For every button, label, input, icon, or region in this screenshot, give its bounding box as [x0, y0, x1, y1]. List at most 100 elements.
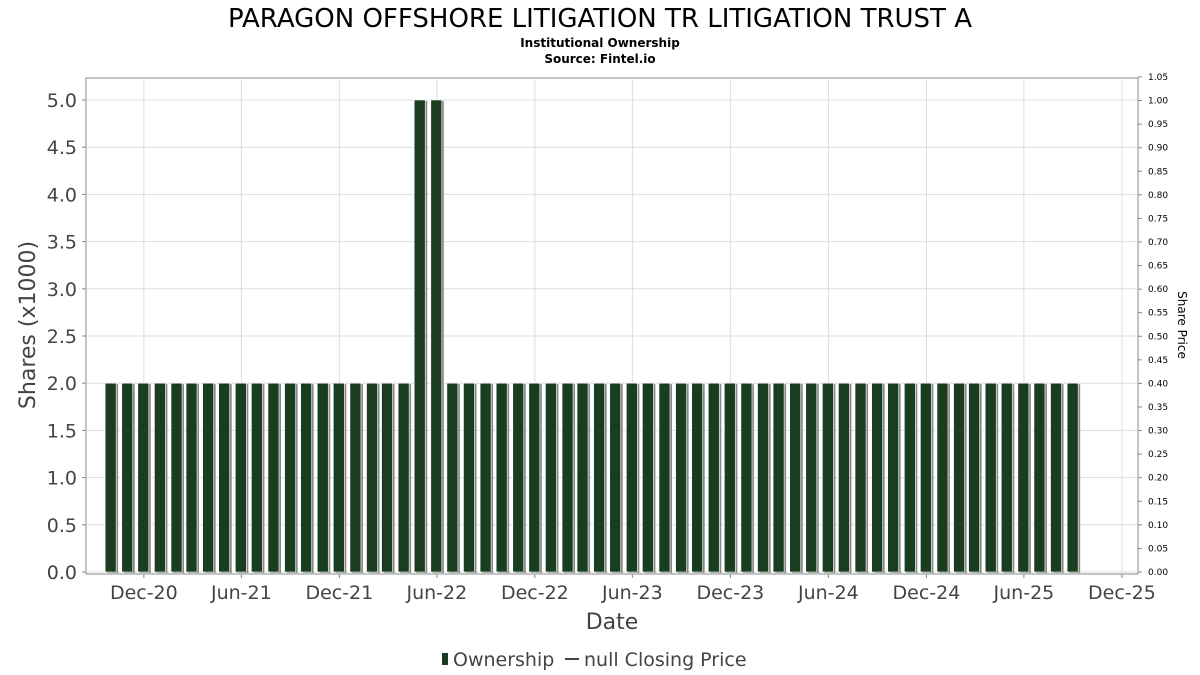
ownership-bar-fill [316, 382, 329, 573]
y2-tick-label: 0.90 [1148, 144, 1168, 154]
ownership-bar [904, 382, 918, 573]
ownership-bar-fill [1033, 382, 1046, 573]
ownership-bar [170, 382, 185, 573]
ownership-bar-fill [724, 382, 736, 573]
ownership-bar [104, 382, 119, 573]
ownership-bar [691, 382, 705, 573]
ownership-bar [528, 382, 542, 573]
ownership-bar-fill [1017, 382, 1030, 573]
ownership-bar-fill [545, 382, 557, 573]
ownership-bar [1050, 382, 1064, 573]
x-tick-label: Dec-22 [501, 582, 569, 604]
ownership-bar-fill [397, 382, 410, 573]
ownership-bar-fill [170, 382, 183, 573]
ownership-bar [316, 382, 331, 573]
ownership-bar [545, 382, 559, 573]
x-tick-label: Dec-25 [1088, 582, 1156, 604]
ownership-bar-fill [953, 382, 965, 573]
ownership-bar-fill [984, 382, 997, 573]
ownership-bar-fill [267, 382, 280, 573]
ownership-bar-fill [284, 382, 296, 573]
ownership-bar-fill [512, 382, 525, 573]
ownership-bar [512, 382, 526, 573]
ownership-bar-fill [1066, 382, 1079, 573]
ownership-bar [267, 382, 281, 573]
ownership-bar [642, 382, 656, 573]
ownership-bar-fill [593, 382, 605, 573]
ownership-bar [871, 382, 885, 573]
y2-tick-label: 0.05 [1148, 544, 1168, 554]
y-tick-label: 4.0 [47, 184, 77, 206]
ownership-bar [1033, 382, 1047, 573]
y2-tick-label: 0.00 [1148, 568, 1168, 578]
ownership-bar [838, 382, 852, 573]
ownership-bar [413, 99, 428, 573]
ownership-bar-fill [740, 382, 753, 573]
ownership-bar [349, 382, 363, 573]
ownership-bar [463, 382, 477, 573]
ownership-bar-fill [381, 382, 393, 573]
x-tick-label: Dec-23 [696, 582, 764, 604]
y2-tick-label: 0.20 [1148, 474, 1168, 484]
ownership-bar [772, 382, 787, 573]
ownership-bar [251, 382, 265, 573]
ownership-bar-fill [642, 382, 654, 573]
ownership-bar-fill [333, 382, 345, 573]
legend-price-label: null Closing Price [584, 649, 747, 671]
ownership-bar [300, 382, 314, 573]
y2-tick-label: 1.00 [1148, 97, 1168, 107]
ownership-bar [658, 382, 672, 573]
ownership-bar [495, 382, 510, 573]
ownership-bar-fill [154, 382, 166, 573]
y2-tick-label: 0.75 [1148, 214, 1168, 224]
x-tick-label: Dec-21 [305, 582, 373, 604]
ownership-bar-fill [805, 382, 818, 573]
ownership-bar [218, 382, 232, 573]
x-tick-label: Dec-20 [110, 582, 178, 604]
ownership-bar-fill [495, 382, 508, 573]
x-axis-label: Date [586, 610, 639, 635]
y2-tick-label: 1.05 [1148, 73, 1168, 83]
ownership-bar-fill [920, 382, 932, 573]
ownership-bar-fill [251, 382, 263, 573]
ownership-bar [822, 382, 836, 573]
y-tick-label: 1.5 [47, 420, 77, 442]
ownership-bar [789, 382, 803, 573]
ownership-bar [609, 382, 623, 573]
ownership-bar-fill [235, 382, 247, 573]
x-tick-label: Jun-25 [993, 582, 1055, 604]
ownership-bar [121, 382, 135, 573]
ownership-bar-fill [202, 382, 214, 573]
ownership-bar-fill [479, 382, 492, 573]
ownership-bar [366, 382, 380, 573]
y-tick-label: 5.0 [47, 90, 77, 112]
x-axis-ticks: Dec-20 Jun-21 Dec-21 Jun-22 Dec-22 Jun-23 Dec-… [110, 574, 1156, 604]
ownership-bar [593, 382, 607, 573]
y-tick-label: 1.0 [47, 468, 77, 490]
ownership-bar-fill [658, 382, 671, 573]
ownership-bar [1066, 382, 1081, 573]
y-tick-label: 0.0 [47, 562, 77, 584]
ownership-bar [154, 382, 168, 573]
x-tick-label: Jun-23 [601, 582, 663, 604]
ownership-bar [854, 382, 869, 573]
ownership-bar-fill [1050, 382, 1062, 573]
ownership-bar-fill [675, 382, 687, 573]
ownership-bar-fill [838, 382, 850, 573]
y-tick-label: 3.5 [47, 232, 77, 254]
ownership-bar-fill [185, 382, 198, 573]
ownership-bar [137, 382, 151, 573]
ownership-bar [479, 382, 494, 573]
ownership-bar [984, 382, 999, 573]
ownership-bar-fill [822, 382, 834, 573]
ownership-bar-fill [366, 382, 378, 573]
ownership-bar-fill [413, 99, 426, 573]
ownership-bar-fill [904, 382, 916, 573]
legend: Ownership null Closing Price [442, 649, 747, 671]
ownership-bar-fill [561, 382, 574, 573]
y2-tick-label: 0.95 [1148, 120, 1168, 130]
y2-tick-label: 0.70 [1148, 238, 1168, 248]
ownership-bar [284, 382, 298, 573]
ownership-bar-fill [528, 382, 541, 573]
ownership-bar-fill [430, 99, 443, 573]
